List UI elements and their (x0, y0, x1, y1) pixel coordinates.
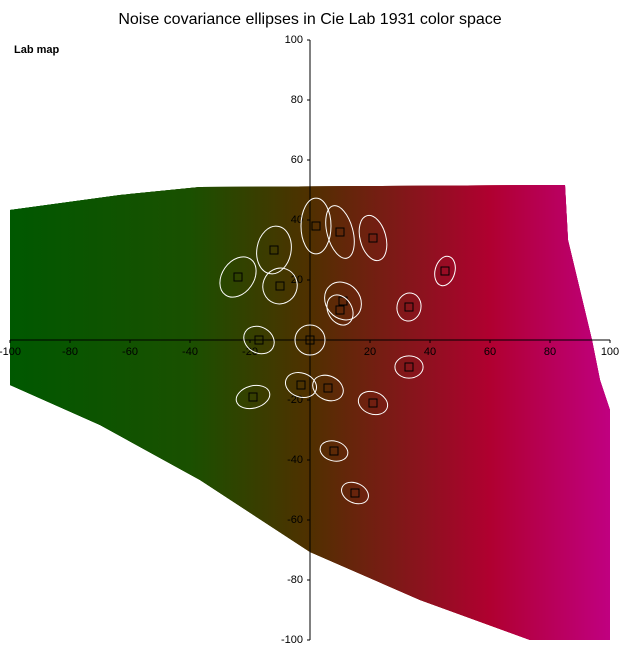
point-marker (275, 281, 285, 291)
point-marker (368, 233, 378, 243)
x-tick-label: -20 (242, 346, 258, 358)
covariance-ellipse (294, 324, 326, 356)
x-tick-label: 60 (484, 346, 496, 358)
y-tick-label: 100 (285, 34, 303, 46)
point-marker (440, 266, 450, 276)
covariance-ellipse (326, 294, 354, 326)
covariance-ellipse (285, 371, 317, 399)
point-marker (311, 221, 321, 231)
point-marker (350, 488, 360, 498)
point-marker (335, 227, 345, 237)
covariance-ellipse (434, 255, 456, 287)
x-tick-label: -100 (0, 346, 21, 358)
covariance-ellipse (235, 384, 271, 410)
point-marker (368, 398, 378, 408)
covariance-ellipse (396, 292, 422, 322)
covariance-ellipse (324, 281, 362, 321)
y-tick-label: 80 (291, 94, 303, 106)
point-marker (404, 362, 414, 372)
y-tick-label: -80 (287, 574, 303, 586)
covariance-ellipse (341, 481, 369, 505)
point-marker (254, 335, 264, 345)
point-marker (335, 305, 345, 315)
y-tick-label: -40 (287, 454, 303, 466)
point-marker (329, 446, 339, 456)
point-marker (323, 383, 333, 393)
y-tick-label: -60 (287, 514, 303, 526)
covariance-ellipse (219, 256, 257, 298)
x-tick-label: 20 (364, 346, 376, 358)
y-tick-label: -100 (281, 634, 303, 646)
x-tick-label: 80 (544, 346, 556, 358)
panel-label: Lab map (14, 44, 60, 56)
covariance-ellipse (256, 225, 292, 275)
covariance-ellipse (358, 214, 388, 262)
x-tick-label: -60 (122, 346, 138, 358)
x-tick-label: 100 (601, 346, 619, 358)
point-marker (305, 335, 315, 345)
point-marker (233, 272, 243, 282)
covariance-ellipse (243, 325, 275, 355)
chart-title: Noise covariance ellipses in Cie Lab 193… (118, 11, 501, 28)
point-marker (248, 392, 258, 402)
covariance-ellipse (394, 355, 424, 379)
x-tick-label: -40 (182, 346, 198, 358)
x-tick-label: 40 (424, 346, 436, 358)
covariance-ellipse (300, 197, 332, 255)
point-marker (269, 245, 279, 255)
covariance-ellipse (325, 205, 355, 259)
x-tick-label: -80 (62, 346, 78, 358)
covariance-ellipse (319, 440, 349, 462)
point-marker (296, 380, 306, 390)
y-tick-label: 40 (291, 214, 303, 226)
covariance-ellipse (312, 374, 344, 402)
point-marker (404, 302, 414, 312)
covariance-ellipse (262, 267, 298, 305)
y-tick-label: 60 (291, 154, 303, 166)
covariance-ellipse (357, 390, 389, 416)
